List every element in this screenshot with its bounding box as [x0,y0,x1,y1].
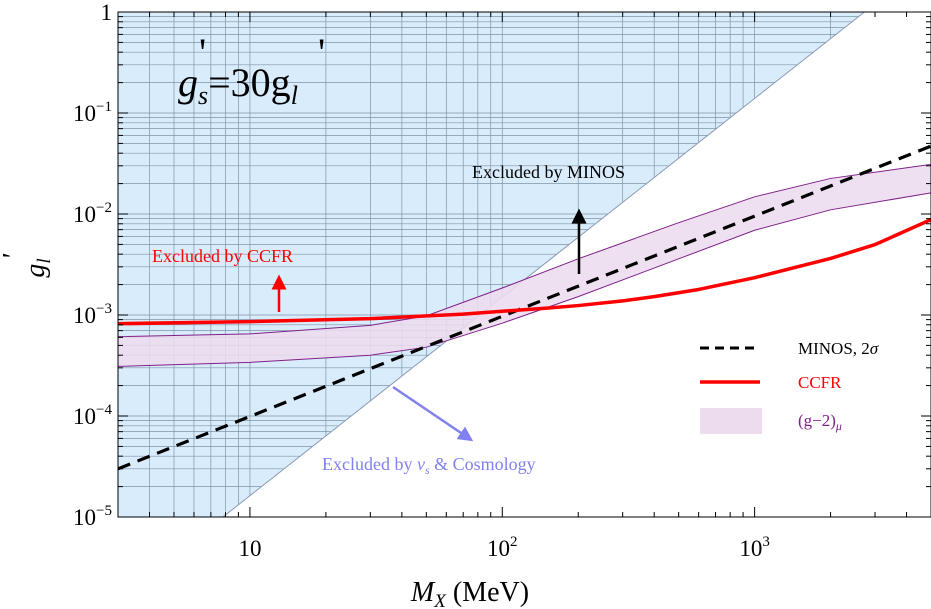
legend-g2-text: (g−2) [798,411,836,430]
x-axis-label-unit: (MeV) [446,577,529,608]
y-tick-label-exponent: −2 [96,200,112,216]
y-tick-label-exponent: −5 [96,503,112,519]
x-tick-label: 10 [238,536,261,561]
x-tick-label-base: 10 [238,536,261,561]
annotation-cosmology-symbol: ν [417,454,425,474]
legend: MINOS, 2σ CCFR (g−2)μ [700,339,879,434]
y-tick-label-exponent: −4 [96,402,112,418]
coupling-ratio-prime-2: ' [318,30,325,75]
legend-g2-sub: μ [835,419,842,433]
y-axis-label-sub: l [34,258,55,263]
g2-band-upper-edge [118,163,931,338]
y-tick-label-base: 10 [73,101,96,126]
legend-g2-label: (g−2)μ [798,411,842,433]
y-tick-label: 10−1 [73,99,112,126]
annotation-cosmology-arrow [392,385,474,442]
y-tick-label-exponent: −1 [96,99,112,115]
x-tick-label-base: 10 [739,536,762,561]
coupling-ratio-rhs-sub: l [291,81,298,110]
y-tick-label-base: 1 [101,0,113,25]
y-tick-label-base: 10 [73,404,96,429]
legend-minos-sigma: σ [870,339,879,358]
annotation-minos: Excluded by MINOS [472,162,625,182]
legend-minos-label: MINOS, 2σ [798,339,879,358]
annotation-cosmology-sub: s [425,463,430,477]
y-tick-label-base: 10 [73,505,96,530]
annotation-cosmology-tail: & Cosmology [430,454,536,474]
legend-ccfr-label: CCFR [798,373,842,392]
plot-frame [117,11,931,518]
y-tick-label-base: 10 [73,202,96,227]
x-tick-label-exponent: 3 [762,534,770,550]
y-tick-label: 10−3 [73,301,112,328]
legend-g2-swatch [700,408,762,434]
annotation-ccfr: Excluded by CCFR [152,246,293,266]
x-axis-label-main: M [410,577,436,608]
series-lines [118,144,931,471]
x-tick-label: 103 [739,534,770,561]
y-tick-label: 1 [101,0,113,25]
excluded-region-fill [118,12,865,517]
coupling-ratio-label: gs=30gl [178,60,298,110]
tick-marks [118,11,931,518]
y-tick-label: 10−4 [73,402,112,429]
legend-minos-text: MINOS, 2 [798,339,870,358]
y-tick-label-base: 10 [73,303,96,328]
ccfr-line [118,218,931,326]
x-tick-label: 102 [487,534,518,561]
y-axis-label: gl [20,258,55,277]
annotation-cosmology-main: Excluded by [322,454,417,474]
coupling-ratio-lhs-sub: s [198,81,208,110]
y-tick-label: 10−5 [73,503,112,530]
y-tick-label: 10−2 [73,200,112,227]
y-axis-label-main: g [20,264,51,278]
coupling-ratio-prime-1: ' [199,30,206,75]
coupling-ratio-lhs: g [178,60,198,105]
g2-band-fill [118,164,931,367]
y-tick-label-exponent: −3 [96,301,112,317]
excluded-region-boundary [222,12,865,517]
y-axis-label-prime: ' [0,253,29,260]
coupling-ratio-rhs: =30g [208,60,291,105]
annotation-cosmology: Excluded by νs & Cosmology [322,454,536,477]
x-axis-label-sub: X [433,591,447,609]
x-tick-label-base: 10 [487,536,510,561]
x-tick-label-exponent: 2 [510,534,518,550]
x-axis-label: MX (MeV) [410,577,529,609]
